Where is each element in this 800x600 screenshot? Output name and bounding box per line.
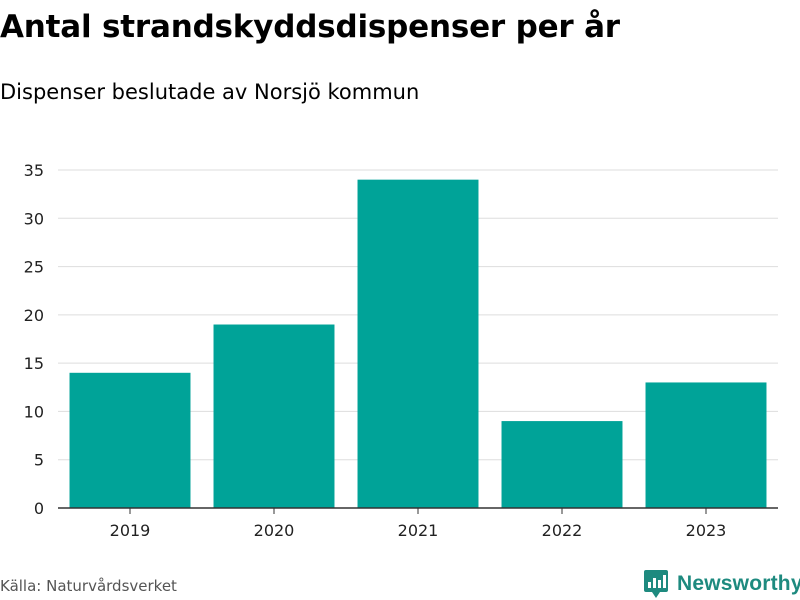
y-tick-label: 5 (34, 451, 44, 470)
y-tick-label: 15 (24, 354, 44, 373)
x-axis-ticks: 2019 2020 2021 2022 2023 (110, 508, 727, 540)
newsworthy-logo-icon (644, 570, 668, 598)
bar-2020 (213, 324, 335, 508)
x-tick-label: 2019 (110, 521, 151, 540)
bar-chart: 0 5 10 15 20 25 30 35 2019 2020 2021 2022 2023 (24, 161, 778, 540)
brand-name: Newsworthy (677, 572, 800, 595)
bar-2019 (69, 372, 191, 508)
chart-subtitle: Dispenser beslutade av Norsjö kommun (0, 80, 420, 104)
y-tick-label: 30 (24, 209, 44, 228)
x-tick-label: 2020 (254, 521, 295, 540)
x-tick-label: 2023 (686, 521, 727, 540)
newsworthy-brand[interactable]: Newsworthy (643, 568, 800, 600)
bar-2021 (357, 179, 479, 508)
bar-2022 (501, 421, 623, 508)
y-tick-label: 20 (24, 306, 44, 325)
y-tick-label: 35 (24, 161, 44, 180)
x-tick-label: 2022 (542, 521, 583, 540)
bar-2023 (645, 382, 767, 508)
x-tick-label: 2021 (398, 521, 439, 540)
source-note: Källa: Naturvårdsverket (0, 577, 177, 595)
y-tick-label: 10 (24, 402, 44, 421)
chart-title: Antal strandskyddsdispenser per år (0, 9, 620, 45)
bars (69, 179, 767, 508)
y-tick-label: 25 (24, 258, 44, 277)
y-tick-label: 0 (34, 499, 44, 518)
y-axis-ticks: 0 5 10 15 20 25 30 35 (24, 161, 44, 518)
